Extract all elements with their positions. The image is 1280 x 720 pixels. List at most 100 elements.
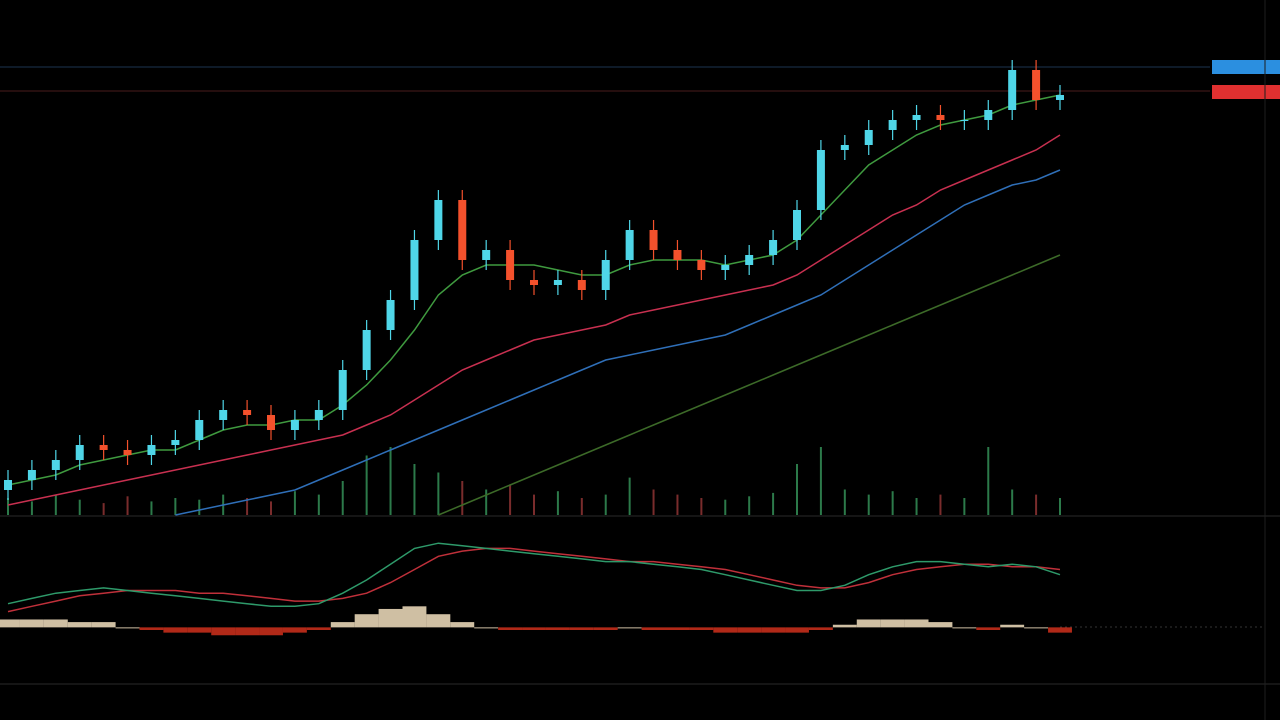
macd-histogram-bar	[139, 627, 164, 630]
macd-line	[7, 542, 1061, 608]
candle-body	[960, 120, 969, 121]
macd-histogram-bar	[115, 627, 140, 629]
macd-histogram-bar	[713, 627, 738, 633]
macd-histogram-bar	[450, 622, 475, 628]
candle-body	[601, 260, 610, 290]
macd-histogram-bar	[306, 627, 331, 630]
macd-histogram-bar	[617, 627, 642, 629]
moving-average	[7, 134, 1061, 506]
macd-histogram-bar	[952, 627, 977, 629]
candle-body	[243, 410, 252, 415]
candle-body	[649, 230, 658, 250]
macd-histogram-bar	[785, 627, 809, 633]
candle-body	[267, 415, 275, 430]
candle-body	[697, 260, 706, 270]
macd-histogram-bar	[163, 627, 188, 633]
candle-body	[864, 130, 873, 145]
macd-histogram-bar	[928, 622, 953, 628]
candle-body	[362, 330, 371, 370]
candle-body	[530, 280, 538, 285]
macd-histogram-bar	[378, 608, 403, 628]
candle-body	[27, 470, 36, 480]
macd-histogram-bar	[522, 627, 546, 630]
candle-body	[769, 240, 778, 255]
macd-histogram-bar	[259, 627, 283, 636]
macd-signal-line	[7, 547, 1061, 613]
macd-histogram-bar	[808, 627, 833, 630]
candle-body	[410, 240, 419, 300]
candle-body	[553, 280, 562, 285]
moving-average	[438, 254, 1061, 516]
price-tag	[1212, 60, 1280, 74]
candle-body	[840, 145, 849, 150]
macd-histogram-bar	[569, 627, 594, 630]
macd-histogram-bar	[904, 619, 929, 628]
candle-body	[625, 230, 634, 260]
candle-body	[171, 440, 180, 445]
candle-body	[936, 115, 945, 120]
macd-histogram-bar	[761, 627, 786, 633]
macd-histogram-bar	[0, 619, 20, 628]
macd-histogram-bar	[689, 627, 714, 630]
macd-histogram-bar	[641, 627, 666, 630]
macd-histogram-bar	[282, 627, 307, 633]
price-tag	[1212, 85, 1280, 99]
macd-histogram-bar	[737, 627, 762, 633]
candle-body	[147, 445, 156, 455]
macd-histogram-bar	[498, 627, 523, 630]
candle-body	[984, 110, 993, 120]
macd-histogram-bar	[1024, 627, 1049, 629]
macd-histogram-bar	[474, 627, 499, 629]
candle-body	[506, 250, 515, 280]
macd-histogram-bar	[1048, 627, 1072, 633]
candle-body	[793, 210, 801, 240]
macd-histogram-bar	[19, 619, 44, 628]
candle-body	[99, 445, 108, 450]
macd-histogram-bar	[1000, 624, 1025, 628]
candle-body	[75, 445, 84, 460]
macd-histogram-bar	[402, 606, 427, 628]
macd-histogram-bar	[880, 619, 905, 628]
candle-body	[338, 370, 347, 410]
candle-body	[123, 450, 132, 455]
candle-body	[673, 250, 682, 260]
moving-average	[7, 94, 1061, 486]
candle-body	[290, 420, 299, 430]
candle-body	[219, 410, 228, 420]
candle-body	[4, 480, 12, 490]
macd-histogram-bar	[426, 614, 451, 628]
candle-body	[314, 410, 323, 420]
macd-histogram-bar	[354, 614, 379, 628]
macd-histogram-bar	[43, 619, 68, 628]
candle-body	[458, 200, 467, 260]
candle-body	[816, 150, 825, 210]
candle-body	[51, 460, 60, 470]
candle-body	[1032, 70, 1041, 100]
candle-body	[577, 280, 586, 290]
macd-histogram-bar	[91, 622, 116, 628]
macd-histogram-bar	[832, 624, 857, 628]
macd-histogram-bar	[545, 627, 570, 630]
candle-body	[912, 115, 921, 120]
candle-body	[1008, 70, 1017, 110]
candle-body	[482, 250, 491, 260]
macd-histogram-bar	[976, 627, 1001, 630]
macd-histogram-bar	[330, 622, 355, 628]
macd-histogram-bar	[211, 627, 236, 636]
candle-body	[195, 420, 204, 440]
candle-body	[1056, 95, 1064, 100]
candle-body	[745, 255, 754, 265]
candle-body	[721, 265, 730, 270]
candle-body	[888, 120, 897, 130]
macd-histogram-bar	[235, 627, 260, 636]
macd-histogram-bar	[187, 627, 212, 633]
macd-histogram-bar	[665, 627, 690, 630]
macd-histogram-bar	[67, 622, 92, 628]
moving-average	[175, 169, 1061, 516]
macd-histogram-bar	[856, 619, 881, 628]
macd-histogram-bar	[593, 627, 618, 630]
candle-body	[434, 200, 443, 240]
